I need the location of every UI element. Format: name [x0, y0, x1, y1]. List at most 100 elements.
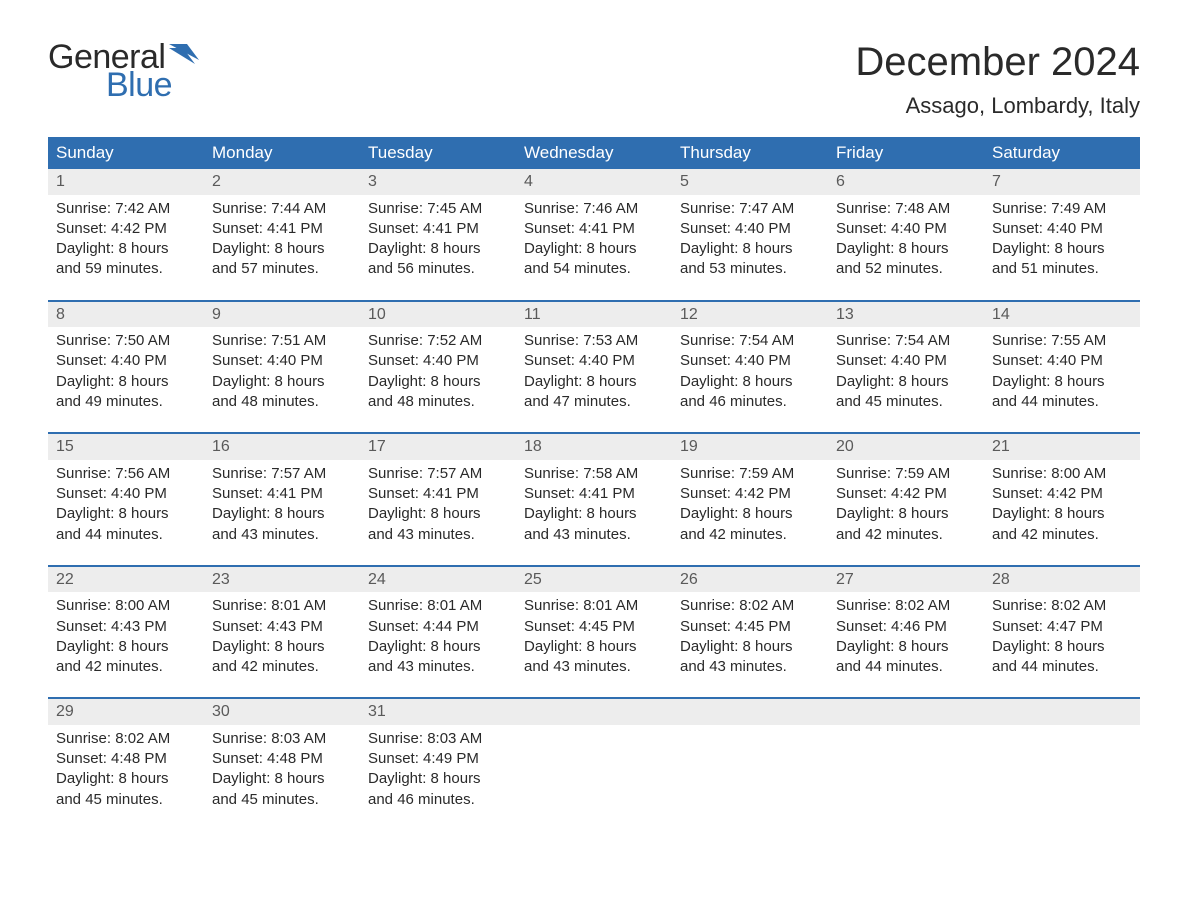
day-number: 7 — [984, 169, 1140, 195]
daylight-line: Daylight: 8 hours and 45 minutes. — [56, 769, 196, 810]
day-number: 9 — [204, 302, 360, 328]
calendar-day: 23Sunrise: 8:01 AMSunset: 4:43 PMDayligh… — [204, 567, 360, 698]
calendar-day: 14 Sunrise: 7:55 AMSunset: 4:40 PMDayligh… — [984, 302, 1140, 433]
daylight-line: Daylight: 8 hours and 53 minutes. — [680, 239, 820, 280]
sunset-line: Sunset: 4:41 PM — [212, 219, 352, 239]
brand-word-2: Blue — [106, 68, 199, 102]
sunrise-line: Sunrise: 8:00 AM — [992, 464, 1132, 484]
sunset-line: Sunset: 4:41 PM — [524, 484, 664, 504]
sunset-line: Sunset: 4:44 PM — [368, 617, 508, 637]
daylight-line: Daylight: 8 hours and 45 minutes. — [836, 372, 976, 413]
calendar-day: 28Sunrise: 8:02 AMSunset: 4:47 PMDayligh… — [984, 567, 1140, 698]
calendar-week: 22Sunrise: 8:00 AMSunset: 4:43 PMDayligh… — [48, 565, 1140, 698]
calendar-day: 3Sunrise: 7:45 AMSunset: 4:41 PMDaylight… — [360, 169, 516, 300]
calendar-week: 15Sunrise: 7:56 AMSunset: 4:40 PMDayligh… — [48, 432, 1140, 565]
daylight-line: Daylight: 8 hours and 44 minutes. — [992, 372, 1132, 413]
daylight-line: Daylight: 8 hours and 46 minutes. — [680, 372, 820, 413]
sunset-line: Sunset: 4:40 PM — [368, 351, 508, 371]
sunrise-line: Sunrise: 7:44 AM — [212, 199, 352, 219]
day-number: 28 — [984, 567, 1140, 593]
daylight-line: Daylight: 8 hours and 51 minutes. — [992, 239, 1132, 280]
day-number: 14 — [984, 302, 1140, 328]
sunset-line: Sunset: 4:42 PM — [836, 484, 976, 504]
calendar-day: 21Sunrise: 8:00 AMSunset: 4:42 PMDayligh… — [984, 434, 1140, 565]
day-number: 11 — [516, 302, 672, 328]
sunset-line: Sunset: 4:49 PM — [368, 749, 508, 769]
calendar-day: 22 Sunrise: 8:00 AMSunset: 4:43 PMDayligh… — [48, 567, 204, 698]
daylight-line: Daylight: 8 hours and 42 minutes. — [56, 637, 196, 678]
weekday-header: Thursday — [672, 137, 828, 169]
calendar-day: 17Sunrise: 7:57 AMSunset: 4:41 PMDayligh… — [360, 434, 516, 565]
calendar-day — [672, 699, 828, 830]
daylight-line: Daylight: 8 hours and 48 minutes. — [368, 372, 508, 413]
sunset-line: Sunset: 4:41 PM — [368, 484, 508, 504]
calendar-day — [984, 699, 1140, 830]
weekday-header: Saturday — [984, 137, 1140, 169]
calendar-day: 30Sunrise: 8:03 AMSunset: 4:48 PMDayligh… — [204, 699, 360, 830]
calendar-day: 15Sunrise: 7:56 AMSunset: 4:40 PMDayligh… — [48, 434, 204, 565]
location-subtitle: Assago, Lombardy, Italy — [855, 93, 1140, 119]
sunset-line: Sunset: 4:40 PM — [212, 351, 352, 371]
daylight-line: Daylight: 8 hours and 43 minutes. — [524, 637, 664, 678]
daylight-line: Daylight: 8 hours and 57 minutes. — [212, 239, 352, 280]
daylight-line: Daylight: 8 hours and 43 minutes. — [368, 637, 508, 678]
calendar-day: 13Sunrise: 7:54 AMSunset: 4:40 PMDayligh… — [828, 302, 984, 433]
day-number: 18 — [516, 434, 672, 460]
title-block: December 2024 Assago, Lombardy, Italy — [855, 40, 1140, 119]
daylight-line: Daylight: 8 hours and 43 minutes. — [524, 504, 664, 545]
calendar-day: 31Sunrise: 8:03 AMSunset: 4:49 PMDayligh… — [360, 699, 516, 830]
calendar-day: 4Sunrise: 7:46 AMSunset: 4:41 PMDaylight… — [516, 169, 672, 300]
sunset-line: Sunset: 4:40 PM — [680, 351, 820, 371]
calendar-day — [516, 699, 672, 830]
sunset-line: Sunset: 4:43 PM — [56, 617, 196, 637]
sunset-line: Sunset: 4:40 PM — [992, 351, 1132, 371]
calendar-day: 25Sunrise: 8:01 AMSunset: 4:45 PMDayligh… — [516, 567, 672, 698]
sunrise-line: Sunrise: 7:57 AM — [368, 464, 508, 484]
sunset-line: Sunset: 4:43 PM — [212, 617, 352, 637]
daylight-line: Daylight: 8 hours and 43 minutes. — [680, 637, 820, 678]
sunrise-line: Sunrise: 7:59 AM — [836, 464, 976, 484]
flag-icon — [169, 44, 199, 68]
day-number — [984, 699, 1140, 725]
daylight-line: Daylight: 8 hours and 43 minutes. — [212, 504, 352, 545]
daylight-line: Daylight: 8 hours and 56 minutes. — [368, 239, 508, 280]
day-number: 3 — [360, 169, 516, 195]
sunset-line: Sunset: 4:40 PM — [680, 219, 820, 239]
sunrise-line: Sunrise: 8:01 AM — [212, 596, 352, 616]
calendar-day: 8Sunrise: 7:50 AMSunset: 4:40 PMDaylight… — [48, 302, 204, 433]
sunset-line: Sunset: 4:46 PM — [836, 617, 976, 637]
calendar-day: 12Sunrise: 7:54 AMSunset: 4:40 PMDayligh… — [672, 302, 828, 433]
daylight-line: Daylight: 8 hours and 44 minutes. — [992, 637, 1132, 678]
sunrise-line: Sunrise: 8:03 AM — [368, 729, 508, 749]
day-number — [672, 699, 828, 725]
brand-logo: General Blue — [48, 40, 199, 102]
calendar-day: 29Sunrise: 8:02 AMSunset: 4:48 PMDayligh… — [48, 699, 204, 830]
daylight-line: Daylight: 8 hours and 48 minutes. — [212, 372, 352, 413]
day-number: 17 — [360, 434, 516, 460]
weekday-header: Sunday — [48, 137, 204, 169]
sunrise-line: Sunrise: 8:00 AM — [56, 596, 196, 616]
daylight-line: Daylight: 8 hours and 44 minutes. — [56, 504, 196, 545]
sunrise-line: Sunrise: 8:01 AM — [524, 596, 664, 616]
day-number: 22 — [48, 567, 204, 593]
day-number: 24 — [360, 567, 516, 593]
sunrise-line: Sunrise: 7:59 AM — [680, 464, 820, 484]
daylight-line: Daylight: 8 hours and 42 minutes. — [212, 637, 352, 678]
sunrise-line: Sunrise: 7:55 AM — [992, 331, 1132, 351]
sunset-line: Sunset: 4:40 PM — [836, 219, 976, 239]
daylight-line: Daylight: 8 hours and 45 minutes. — [212, 769, 352, 810]
sunrise-line: Sunrise: 7:54 AM — [680, 331, 820, 351]
daylight-line: Daylight: 8 hours and 52 minutes. — [836, 239, 976, 280]
day-number: 19 — [672, 434, 828, 460]
sunrise-line: Sunrise: 7:56 AM — [56, 464, 196, 484]
sunrise-line: Sunrise: 7:50 AM — [56, 331, 196, 351]
daylight-line: Daylight: 8 hours and 42 minutes. — [680, 504, 820, 545]
calendar-day: 2 Sunrise: 7:44 AMSunset: 4:41 PMDaylight… — [204, 169, 360, 300]
calendar-week: 29Sunrise: 8:02 AMSunset: 4:48 PMDayligh… — [48, 697, 1140, 830]
day-number: 2 — [204, 169, 360, 195]
day-number: 5 — [672, 169, 828, 195]
calendar-day: 10Sunrise: 7:52 AMSunset: 4:40 PMDayligh… — [360, 302, 516, 433]
sunset-line: Sunset: 4:40 PM — [992, 219, 1132, 239]
sunset-line: Sunset: 4:47 PM — [992, 617, 1132, 637]
day-number: 29 — [48, 699, 204, 725]
